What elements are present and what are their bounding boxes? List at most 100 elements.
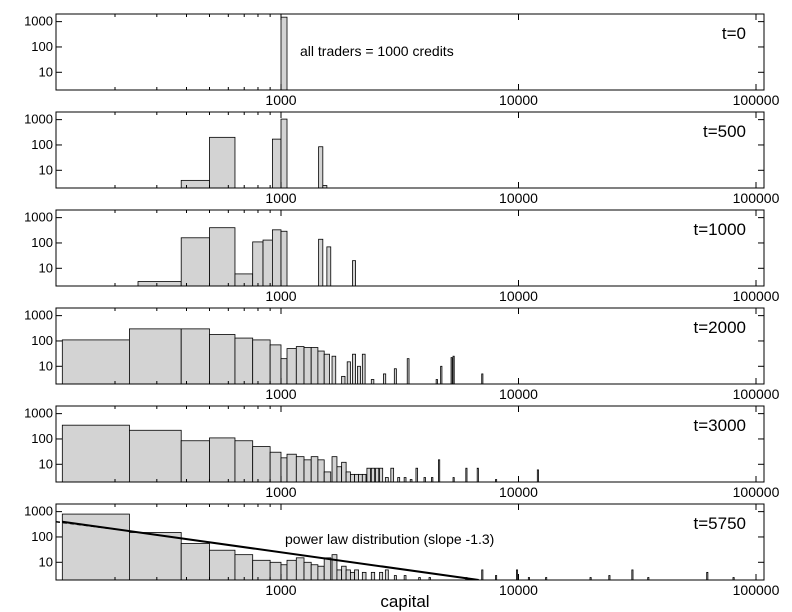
y-tick-label: 100 <box>31 235 53 250</box>
histogram-bar <box>180 440 210 482</box>
histogram-bar <box>481 569 484 580</box>
histogram-bar <box>481 373 484 384</box>
histogram-bar <box>303 347 312 384</box>
panel-frame <box>55 503 765 581</box>
x-tick-label: 10000 <box>499 386 538 402</box>
histogram-bar <box>137 281 182 286</box>
histogram-bar <box>366 467 371 482</box>
x-axis-label: capital <box>380 592 429 611</box>
histogram-bar <box>310 347 319 384</box>
histogram-bar <box>129 532 182 580</box>
panel-frame <box>55 405 765 483</box>
y-tick-label: 100 <box>31 137 53 152</box>
y-tick-label: 1000 <box>24 406 53 421</box>
x-tick-label: 100000 <box>733 484 780 500</box>
x-tick-label: 10000 <box>499 190 538 206</box>
y-tick-label: 10 <box>39 554 53 569</box>
histogram-bar <box>354 473 359 482</box>
histogram-bar <box>346 361 351 384</box>
histogram-bar <box>129 328 182 384</box>
x-tick-label: 10000 <box>499 288 538 304</box>
x-tick-label: 10000 <box>499 484 538 500</box>
histogram-bar <box>608 575 611 580</box>
histogram-bar <box>295 557 305 580</box>
x-tick-label: 100000 <box>733 288 780 304</box>
histogram-bar <box>303 459 312 482</box>
histogram-bar <box>361 571 367 580</box>
histogram-bar <box>209 334 236 384</box>
histogram-bar <box>323 557 332 580</box>
histogram-bar <box>269 451 282 482</box>
y-tick-label: 1000 <box>24 504 53 519</box>
panel-time-label: t=500 <box>703 122 746 141</box>
histogram-bar <box>397 477 401 482</box>
histogram-bar <box>465 467 468 482</box>
histogram-bar <box>393 575 397 580</box>
histogram-bar <box>406 358 410 384</box>
histogram-bar <box>234 554 254 580</box>
histogram-bar <box>252 241 264 286</box>
histogram-bar <box>252 339 271 384</box>
histogram-bar <box>209 437 236 482</box>
histogram-bar <box>341 461 347 482</box>
histogram-bar <box>180 179 210 188</box>
y-tick-label: 10 <box>39 358 53 373</box>
histogram-bar <box>280 118 288 188</box>
y-tick-label: 100 <box>31 529 53 544</box>
panel-4: 10 100 1000 1000 10000 100000 t=3000 <box>24 405 780 500</box>
histogram-bar <box>331 456 338 482</box>
histogram-bar <box>435 379 438 384</box>
panel-frame <box>55 307 765 385</box>
y-tick-label: 1000 <box>24 14 53 29</box>
histogram-bar <box>423 477 426 482</box>
histogram-bar <box>280 16 288 90</box>
histogram-bar <box>450 357 453 384</box>
y-tick-label: 100 <box>31 39 53 54</box>
histogram-bar <box>269 344 282 384</box>
histogram-bar <box>379 467 384 482</box>
panel-time-label: t=2000 <box>694 318 746 337</box>
panel-3: 10 100 1000 1000 10000 100000 t=2000 <box>24 307 780 402</box>
histogram-bar <box>415 467 419 482</box>
histogram-bar <box>271 138 282 188</box>
x-tick-label: 1000 <box>265 190 296 206</box>
y-tick-label: 10 <box>39 260 53 275</box>
histogram-bar <box>352 353 356 384</box>
histogram-bar <box>379 571 384 580</box>
histogram-bar <box>357 365 361 384</box>
histogram-bar <box>370 379 375 384</box>
x-tick-label: 1000 <box>265 484 296 500</box>
histogram-bar <box>440 365 443 384</box>
panel-time-label: t=0 <box>722 24 746 43</box>
histogram-bar <box>345 569 351 580</box>
y-tick-label: 10 <box>39 64 53 79</box>
histogram-bar <box>361 473 367 482</box>
histogram-bar <box>286 453 297 482</box>
panel-time-label: t=5750 <box>694 514 746 533</box>
y-tick-label: 1000 <box>24 210 53 225</box>
histogram-bar <box>331 355 337 384</box>
histogram-bar <box>403 477 407 482</box>
histogram-bar <box>234 440 254 482</box>
x-tick-label: 1000 <box>265 386 296 402</box>
panel-5: 10 100 1000 1000 10000 100000 t=5750 power law … <box>24 503 780 611</box>
panel-bars-4 <box>61 424 539 482</box>
histogram-bar <box>129 429 182 482</box>
histogram-bar <box>352 260 356 286</box>
panel-2: 10 100 1000 1000 10000 100000 t=1000 <box>24 209 780 304</box>
histogram-bar <box>345 471 351 482</box>
x-tick-label: 100000 <box>733 386 780 402</box>
panel-annotation: power law distribution (slope -1.3) <box>285 531 494 547</box>
panel-bars-5 <box>56 513 735 580</box>
histogram-bar <box>286 559 297 580</box>
histogram-bar <box>452 355 455 384</box>
panel-frame <box>55 13 765 91</box>
y-tick-label: 10 <box>39 456 53 471</box>
histogram-bar <box>370 571 376 580</box>
histogram-bar <box>209 549 236 580</box>
histogram-bar <box>361 353 366 384</box>
histogram-bar <box>350 473 355 482</box>
histogram-bar <box>209 136 236 188</box>
histogram-bar <box>383 373 387 384</box>
